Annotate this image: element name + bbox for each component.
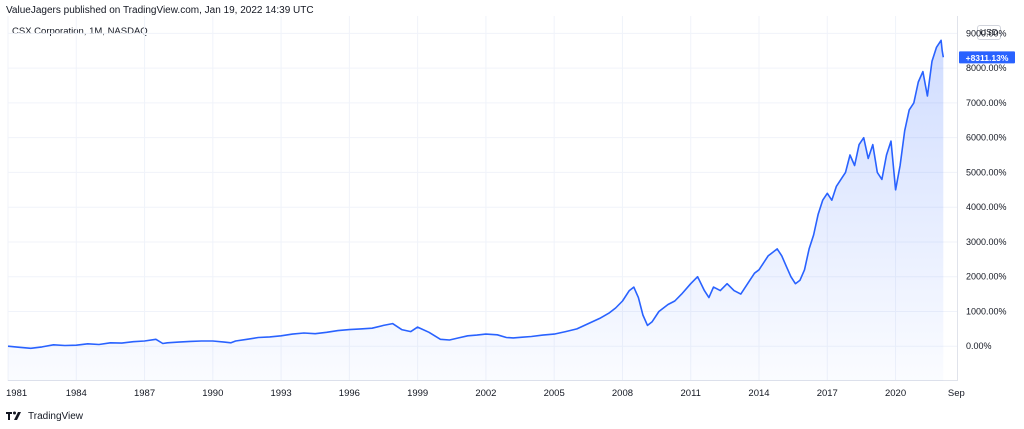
price-axis-border: [957, 16, 958, 381]
x-tick-label: 2002: [475, 388, 496, 399]
x-tick-label: 2020: [885, 388, 906, 399]
time-axis[interactable]: 1981 1984 1987 1990 1993 1996 1999 2002 2005 2008…: [6, 388, 965, 399]
x-tick-label: 1981: [6, 388, 27, 399]
x-tick-label: 1996: [339, 388, 360, 399]
last-value-badge: +8311.13%: [959, 51, 1015, 64]
grid-lines: [7, 16, 957, 381]
footer-brand: TradingView: [28, 410, 84, 422]
x-tick-label: 2005: [544, 388, 565, 399]
x-tick-label: 1999: [407, 388, 428, 399]
tradingview-logo-icon: [6, 411, 21, 420]
series-line: [7, 39, 945, 350]
x-tick-label: 2017: [817, 388, 838, 399]
last-value-label: +8311.13%: [966, 53, 1009, 63]
y-tick-label: 9000.00%: [966, 28, 1007, 38]
last-value-badge-bg: [959, 51, 1015, 64]
x-tick-label: 2011: [681, 388, 701, 399]
y-tick-label: 5000.00%: [966, 167, 1007, 177]
x-tick-label: 2008: [612, 388, 633, 399]
published-info: ValueJagers published on TradingView.com…: [6, 5, 314, 16]
x-tick-label: 1993: [271, 388, 292, 399]
footer: TradingView: [6, 408, 83, 424]
x-tick-label: 2014: [748, 388, 769, 399]
y-tick-label: 0.00%: [966, 341, 992, 351]
symbol-legend: CSX Corporation, 1M, NASDAQ: [12, 26, 148, 37]
x-tick-label: 1990: [202, 388, 223, 399]
publish-bar: ValueJagers published on TradingView.com…: [0, 0, 1024, 20]
y-tick-label: 3000.00%: [966, 237, 1007, 247]
y-tick-label: 4000.00%: [966, 202, 1007, 212]
currency-button[interactable]: USD: [977, 25, 1001, 40]
y-tick-label: 6000.00%: [966, 133, 1007, 143]
x-tick-label: 1984: [66, 388, 87, 399]
x-tick-label: Sep: [948, 388, 965, 399]
price-axis[interactable]: 0.00% 1000.00% 2000.00% 3000.00% 4000.00% 500…: [966, 28, 1007, 351]
y-tick-label: 8000.00%: [966, 63, 1007, 73]
y-tick-label: 1000.00%: [966, 306, 1007, 316]
y-tick-label: 7000.00%: [966, 98, 1007, 108]
y-tick-label: 2000.00%: [966, 272, 1007, 282]
series-area: [8, 40, 944, 382]
x-tick-label: 1987: [134, 388, 155, 399]
